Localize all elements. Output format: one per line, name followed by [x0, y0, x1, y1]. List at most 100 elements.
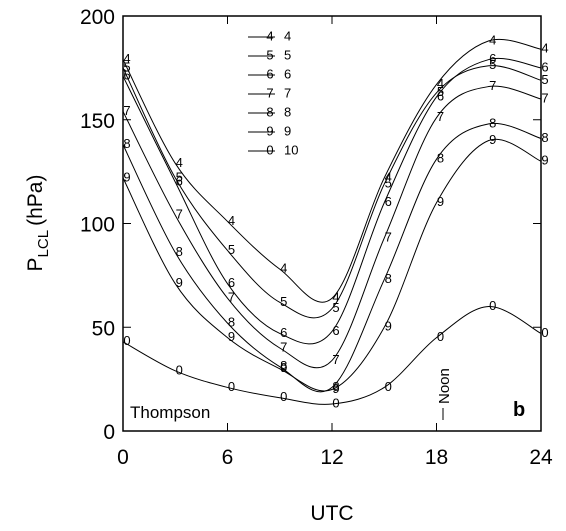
point-marker: 6 — [280, 325, 287, 340]
point-marker: 7 — [280, 339, 287, 354]
series-line — [122, 122, 542, 393]
point-marker: 4 — [541, 41, 548, 56]
point-marker: 6 — [332, 323, 339, 338]
point-marker: 5 — [123, 59, 130, 74]
point-marker: 8 — [280, 358, 287, 373]
point-marker: 5 — [489, 57, 496, 72]
point-marker: 7 — [489, 78, 496, 93]
panel-label: b — [513, 399, 525, 421]
series-line — [122, 305, 542, 405]
legend-marker: 9 — [266, 123, 273, 138]
point-marker: 6 — [228, 275, 235, 290]
point-marker: 4 — [332, 290, 339, 305]
series-line — [122, 85, 542, 369]
point-marker: 8 — [437, 151, 444, 166]
point-marker: 0 — [437, 329, 444, 344]
x-tick-label: 12 — [320, 446, 343, 469]
point-marker: 9 — [437, 194, 444, 209]
legend-marker: 8 — [266, 104, 273, 119]
point-marker: 5 — [541, 72, 548, 87]
point-marker: 9 — [228, 329, 235, 344]
point-marker: 4 — [228, 213, 235, 228]
legend-label: 10 — [284, 142, 298, 157]
point-marker: 8 — [228, 315, 235, 330]
point-marker: 7 — [176, 207, 183, 222]
point-marker: 0 — [489, 298, 496, 313]
point-marker: 6 — [541, 59, 548, 74]
point-marker: 6 — [437, 88, 444, 103]
y-label-unit: (hPa) — [24, 175, 47, 226]
point-marker: 9 — [280, 360, 287, 375]
y-label-sub: LCL — [35, 230, 52, 258]
point-marker: 7 — [332, 352, 339, 367]
point-marker: 4 — [176, 155, 183, 170]
point-marker: 9 — [123, 169, 130, 184]
legend-marker: 7 — [266, 85, 273, 100]
point-marker: 5 — [280, 294, 287, 309]
point-marker: 8 — [332, 379, 339, 394]
x-tick-label: 18 — [425, 446, 448, 469]
series-line — [122, 57, 542, 345]
point-marker: 4 — [437, 76, 444, 91]
y-tick-label: 50 — [92, 317, 115, 340]
legend-label: 9 — [284, 123, 291, 138]
point-marker: 0 — [332, 395, 339, 410]
point-marker: 6 — [385, 194, 392, 209]
point-marker: 0 — [176, 362, 183, 377]
point-marker: 9 — [489, 132, 496, 147]
point-marker: 7 — [123, 103, 130, 118]
point-marker: 0 — [123, 333, 130, 348]
y-axis-label: PLCL (hPa) — [24, 175, 52, 272]
legend-label: 5 — [284, 47, 291, 62]
series-line — [122, 39, 542, 303]
point-marker: 5 — [332, 300, 339, 315]
point-marker: 5 — [176, 169, 183, 184]
point-marker: 6 — [176, 173, 183, 188]
point-marker: 0 — [280, 389, 287, 404]
legend-label: 7 — [284, 85, 291, 100]
noon-label: Noon — [436, 368, 453, 404]
point-marker: 5 — [228, 242, 235, 257]
legend-marker: 4 — [266, 28, 273, 43]
point-marker: 6 — [123, 68, 130, 83]
point-marker: 0 — [541, 325, 548, 340]
point-marker: 9 — [332, 381, 339, 396]
point-marker: 8 — [123, 136, 130, 151]
station-label: Thompson — [130, 403, 210, 422]
legend-marker: 6 — [266, 66, 273, 81]
legend-marker: 0 — [266, 142, 273, 157]
point-marker: 0 — [385, 379, 392, 394]
point-marker: 8 — [176, 244, 183, 259]
legend-label: 8 — [284, 104, 291, 119]
point-marker: 4 — [280, 261, 287, 276]
point-marker: 9 — [176, 275, 183, 290]
point-marker: 7 — [437, 109, 444, 124]
series-line — [122, 65, 542, 319]
x-tick-label: 24 — [529, 446, 553, 469]
series-line — [122, 138, 542, 392]
point-marker: 8 — [541, 130, 548, 145]
point-marker: 7 — [541, 90, 548, 105]
point-marker: 7 — [228, 290, 235, 305]
legend-label: 4 — [284, 28, 291, 43]
legend-label: 6 — [284, 66, 291, 81]
point-marker: 4 — [489, 32, 496, 47]
y-tick-label: 0 — [103, 421, 115, 444]
point-marker: 9 — [541, 153, 548, 168]
y-tick-label: 150 — [80, 110, 115, 133]
point-marker: 0 — [228, 379, 235, 394]
x-axis-label: UTC — [310, 502, 353, 525]
y-label-main: P — [24, 257, 47, 271]
point-marker: 5 — [385, 176, 392, 191]
y-tick-label: 200 — [80, 6, 115, 29]
legend-marker: 5 — [266, 47, 273, 62]
point-marker: 4 — [123, 51, 130, 66]
point-marker: 8 — [385, 271, 392, 286]
x-tick-label: 6 — [222, 446, 234, 469]
point-marker: 8 — [489, 115, 496, 130]
plot-frame — [122, 15, 542, 432]
point-marker: 9 — [385, 319, 392, 334]
y-tick-label: 100 — [80, 214, 115, 237]
point-marker: 7 — [385, 229, 392, 244]
